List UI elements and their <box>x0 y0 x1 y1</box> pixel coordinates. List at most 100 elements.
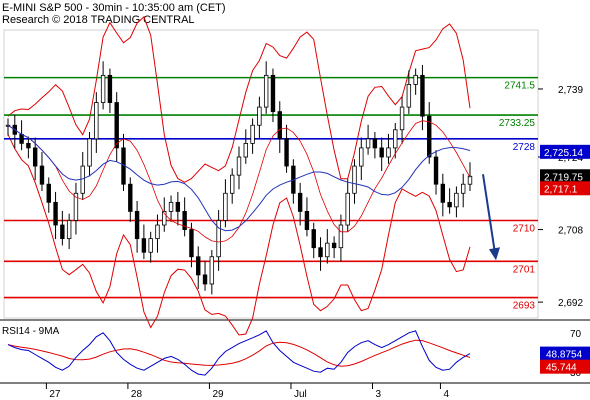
candle-body-15 <box>107 74 113 103</box>
rsi-tag-0 <box>540 346 590 361</box>
candle-body-18 <box>128 183 133 212</box>
y-tick-label-3: 2,692 <box>558 298 583 309</box>
candle-body-44 <box>304 211 310 230</box>
level-label-0: 2741.5 <box>504 81 535 92</box>
candle-body-57 <box>393 129 398 149</box>
candle-body-36 <box>250 124 255 144</box>
candle-body-58 <box>399 106 405 131</box>
candle-body-11 <box>80 165 85 194</box>
candle-body-27 <box>189 229 194 258</box>
x-tick-label-2: 29 <box>212 389 224 400</box>
candle-body-22 <box>155 224 160 240</box>
candle-body-53 <box>365 138 371 149</box>
rsi-tag-1 <box>540 359 590 374</box>
plot-frame <box>3 29 539 319</box>
candle-body-46 <box>318 247 323 258</box>
rsi-ma-line <box>7 339 471 367</box>
candle-body-5 <box>39 165 45 185</box>
level-label-2: 2728 <box>513 142 536 153</box>
candle-body-54 <box>372 138 378 149</box>
candle-body-32 <box>223 192 228 221</box>
candle-body-66 <box>454 192 459 208</box>
forecast-arrow-shaft <box>482 174 496 254</box>
candle-body-41 <box>284 138 289 167</box>
candle-body-63 <box>433 156 439 185</box>
candle-body-26 <box>182 211 187 230</box>
candle-body-61 <box>420 74 425 117</box>
candle-body-55 <box>379 147 384 158</box>
chart-title: E-MINI S&P 500 - 30min - 10:35:00 am (CE… <box>2 2 226 14</box>
candle-body-52 <box>359 147 364 167</box>
candle-body-31 <box>216 220 221 258</box>
candle-body-9 <box>66 220 72 240</box>
candle-body-4 <box>32 147 38 167</box>
rsi-tag-label-1: 45.744 <box>546 363 577 374</box>
rsi-label: RSI14 - 9MA <box>2 326 60 337</box>
price-tag-1 <box>540 169 590 184</box>
moving-average-short <box>7 120 471 243</box>
candle-body-60 <box>413 74 418 85</box>
x-tick-label-5: 4 <box>443 389 449 400</box>
candle-body-3 <box>26 142 31 149</box>
level-label-1: 2733.25 <box>499 118 536 129</box>
forecast-arrow-head <box>489 247 500 261</box>
candle-body-29 <box>202 274 208 285</box>
x-tick-label-0: 27 <box>49 389 61 400</box>
x-tick-label-1: 28 <box>131 389 143 400</box>
candle-body-10 <box>73 192 79 221</box>
level-label-5: 2693 <box>513 301 536 312</box>
candle-body-12 <box>87 138 92 167</box>
candle-body-59 <box>406 84 412 108</box>
candle-body-13 <box>94 102 99 140</box>
candle-body-65 <box>447 201 452 208</box>
candle-body-45 <box>311 229 316 249</box>
level-label-4: 2701 <box>513 264 536 275</box>
price-tag-2 <box>540 181 590 196</box>
candle-body-14 <box>100 74 106 103</box>
candle-body-50 <box>345 192 350 226</box>
candle-body-6 <box>46 183 51 203</box>
price-tag-label-0: 2,725.14 <box>544 148 583 159</box>
candle-body-19 <box>134 211 140 240</box>
bollinger-lower-line <box>7 134 471 336</box>
candle-body-56 <box>386 147 391 158</box>
candle-body-38 <box>263 74 269 108</box>
candle-body-16 <box>114 102 119 149</box>
price-tag-0 <box>540 144 590 159</box>
price-tag-label-1: 2,719.75 <box>544 172 583 183</box>
candle-body-37 <box>257 106 262 126</box>
candle-body-35 <box>243 142 248 158</box>
moving-average-long <box>7 124 471 232</box>
candle-body-33 <box>230 174 235 194</box>
price-tag-label-2: 2,717.1 <box>544 184 578 195</box>
candle-body-34 <box>236 156 242 176</box>
x-tick-label-3: Jul <box>294 389 307 400</box>
candle-body-40 <box>277 111 282 140</box>
candle-body-49 <box>338 224 344 249</box>
candle-body-23 <box>162 211 167 226</box>
candle-body-67 <box>461 183 466 194</box>
rsi-tag-label-0: 48.8754 <box>546 350 583 361</box>
candle-body-7 <box>53 201 58 226</box>
candle-body-43 <box>297 192 303 212</box>
candle-body-28 <box>196 256 201 276</box>
bollinger-upper-line <box>7 16 471 183</box>
candle-body-25 <box>175 201 181 212</box>
candle-body-68 <box>467 175 473 185</box>
candle-body-39 <box>270 74 276 113</box>
x-tick-label-4: 3 <box>376 389 382 400</box>
rsi-line <box>7 330 471 376</box>
rsi-tick-0: 70 <box>570 329 582 340</box>
candle-body-48 <box>331 242 337 249</box>
candle-body-64 <box>440 183 446 203</box>
y-tick-label-0: 2,739 <box>558 85 583 96</box>
candle-body-21 <box>148 238 153 253</box>
candle-body-8 <box>60 224 65 240</box>
candle-body-30 <box>209 256 215 285</box>
candle-body-47 <box>325 242 330 258</box>
y-tick-label-2: 2,708 <box>558 226 583 237</box>
candle-body-2 <box>19 133 24 144</box>
level-label-3: 2710 <box>513 223 536 234</box>
candle-body-24 <box>168 201 174 212</box>
